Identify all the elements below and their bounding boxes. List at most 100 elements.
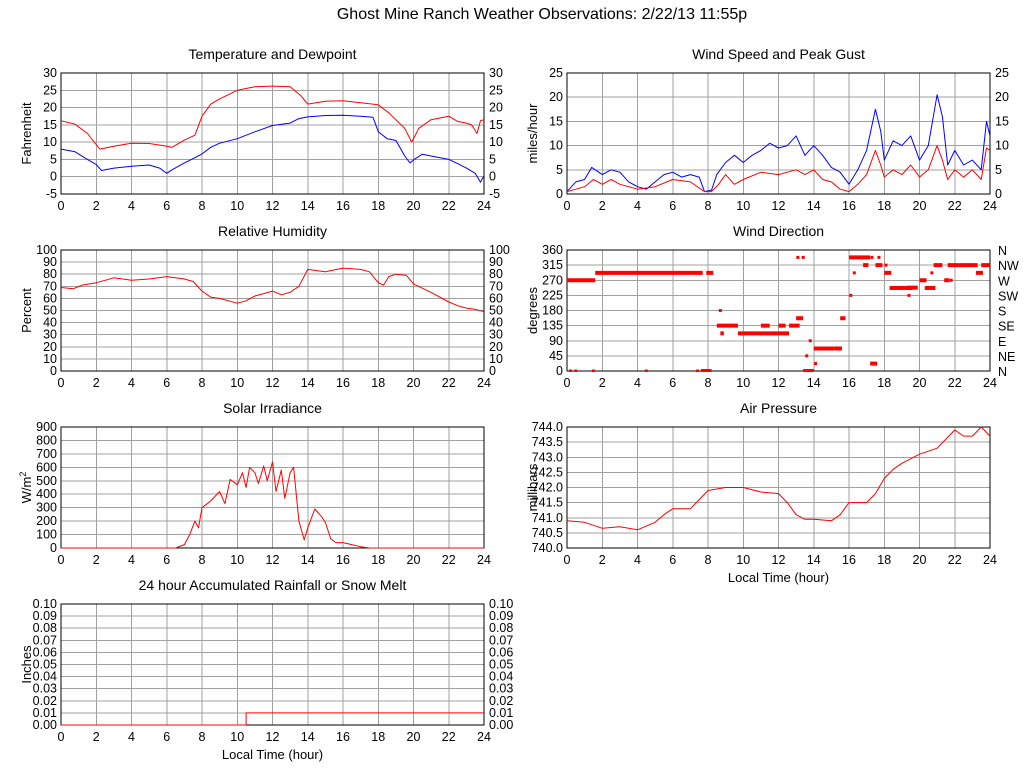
solar-ytick-label: 900 <box>36 420 57 434</box>
wdir-ylabel: degrees <box>525 287 540 334</box>
solar-ylabel: W/m2 <box>18 472 34 504</box>
wind-xtick-label: 10 <box>736 199 750 213</box>
solar-data <box>61 461 484 549</box>
rh-xtick-label: 0 <box>58 376 65 390</box>
wdir-ytick-label: 315 <box>542 258 563 272</box>
temp-ylabel: Fahrenheit <box>19 102 34 165</box>
rain-xlabel: Local Time (hour) <box>222 747 323 762</box>
wdir-compass-label: N <box>998 244 1007 258</box>
wdir-xtick-label: 2 <box>599 376 606 390</box>
wind-series-1-line <box>567 145 990 193</box>
wind-ylabel: miles/hour <box>525 103 540 164</box>
solar-xtick-label: 8 <box>199 553 206 567</box>
solar-ytick-label: 0 <box>50 541 57 555</box>
wind-xtick-label: 24 <box>983 199 997 213</box>
rain-xtick-label: 20 <box>407 730 421 744</box>
rh-ytick-label: 40 <box>43 316 57 330</box>
wdir-direction-point <box>708 271 712 275</box>
rain-ytick-label: 0.07 <box>33 633 57 647</box>
press-xtick-label: 6 <box>669 553 676 567</box>
wind-xtick-label: 16 <box>842 199 856 213</box>
wdir-compass-label: NW <box>998 259 1019 273</box>
rain-ytick-right-label: 0.02 <box>489 694 513 708</box>
rain-ytick-label: 0.09 <box>33 609 57 623</box>
rh-ytick-right-label: 80 <box>489 267 503 281</box>
temp-series-1-line <box>61 114 484 183</box>
temp-frame <box>60 72 485 195</box>
rh-ytick-right-label: 50 <box>489 304 503 318</box>
press-ytick-label: 743.0 <box>532 450 563 464</box>
rain-ytick-right-label: 0.07 <box>489 633 513 647</box>
wind-ytick-label: 5 <box>556 163 563 177</box>
press-xtick-label: 0 <box>564 553 571 567</box>
rh-ytick-label: 0 <box>50 364 57 378</box>
wdir-ytick-label: 270 <box>542 273 563 287</box>
wdir-xtick-label: 12 <box>772 376 786 390</box>
wind-xtick-label: 12 <box>772 199 786 213</box>
temp-ytick-label: 20 <box>43 101 57 115</box>
solar-xtick-label: 14 <box>301 553 315 567</box>
wind-ytick-right-label: 5 <box>995 163 1002 177</box>
rh-ytick-label: 20 <box>43 340 57 354</box>
solar-xtick-label: 12 <box>266 553 280 567</box>
press-ytick-label: 742.0 <box>532 481 563 495</box>
rh-ytick-right-label: 90 <box>489 255 503 269</box>
rain-ytick-right-label: 0.09 <box>489 609 513 623</box>
rain-ytick-label: 0.01 <box>33 706 57 720</box>
press-xlabel: Local Time (hour) <box>728 570 829 585</box>
wdir-compass-label: W <box>998 274 1010 288</box>
wind-ytick-right-label: 0 <box>995 187 1002 201</box>
wind-xtick-label: 0 <box>564 199 571 213</box>
press-title: Air Pressure <box>740 400 817 416</box>
temp-xtick-label: 2 <box>93 199 100 213</box>
solar-ytick-label: 300 <box>36 501 57 515</box>
rh-data <box>61 267 484 313</box>
rh-ytick-right-label: 0 <box>489 364 496 378</box>
wdir-xtick-label: 6 <box>669 376 676 390</box>
rain-title: 24 hour Accumulated Rainfall or Snow Mel… <box>139 577 407 593</box>
wdir-direction-point <box>877 255 881 259</box>
wdir-direction-point <box>591 369 595 372</box>
temp-ytick-right-label: 25 <box>489 83 503 97</box>
wind-ytick-label: 15 <box>549 114 563 128</box>
temp-ytick-label: -5 <box>46 187 57 201</box>
wdir-xtick-label: 8 <box>705 376 712 390</box>
wdir-direction-point <box>574 369 578 372</box>
temp-xtick-label: 24 <box>477 199 491 213</box>
wdir-direction-point <box>569 369 573 372</box>
wdir-ytick-label: 90 <box>549 334 563 348</box>
rh-ytick-right-label: 60 <box>489 291 503 305</box>
press-xtick-label: 16 <box>842 553 856 567</box>
temp-xtick-label: 20 <box>407 199 421 213</box>
press-xtick-label: 18 <box>877 553 891 567</box>
solar-xtick-label: 24 <box>477 553 491 567</box>
solar-xtick-label: 18 <box>371 553 385 567</box>
solar-ytick-label: 400 <box>36 487 57 501</box>
wdir-xtick-label: 24 <box>983 376 997 390</box>
rain-data <box>61 712 484 726</box>
rh-ytick-label: 100 <box>36 243 57 257</box>
wind-ytick-right-label: 20 <box>995 90 1009 104</box>
wdir-title: Wind Direction <box>733 223 824 239</box>
wind-ytick-right-label: 25 <box>995 66 1009 80</box>
rain-xtick-label: 6 <box>163 730 170 744</box>
rh-xtick-label: 8 <box>199 376 206 390</box>
press-ytick-label: 740.5 <box>532 526 563 540</box>
temp-xtick-label: 18 <box>371 199 385 213</box>
wind-ytick-label: 20 <box>549 90 563 104</box>
temp-ytick-right-label: 0 <box>489 170 496 184</box>
wind-ytick-label: 25 <box>549 66 563 80</box>
wdir-direction-point <box>852 271 856 275</box>
rain-frame <box>60 603 485 726</box>
wdir-direction-point <box>849 293 853 297</box>
wind-xtick-label: 22 <box>948 199 962 213</box>
rain-ytick-label: 0.10 <box>33 597 57 611</box>
rain-ytick-right-label: 0.03 <box>489 682 513 696</box>
rain-xtick-label: 14 <box>301 730 315 744</box>
temp-data <box>61 85 484 183</box>
wind-xtick-label: 2 <box>599 199 606 213</box>
